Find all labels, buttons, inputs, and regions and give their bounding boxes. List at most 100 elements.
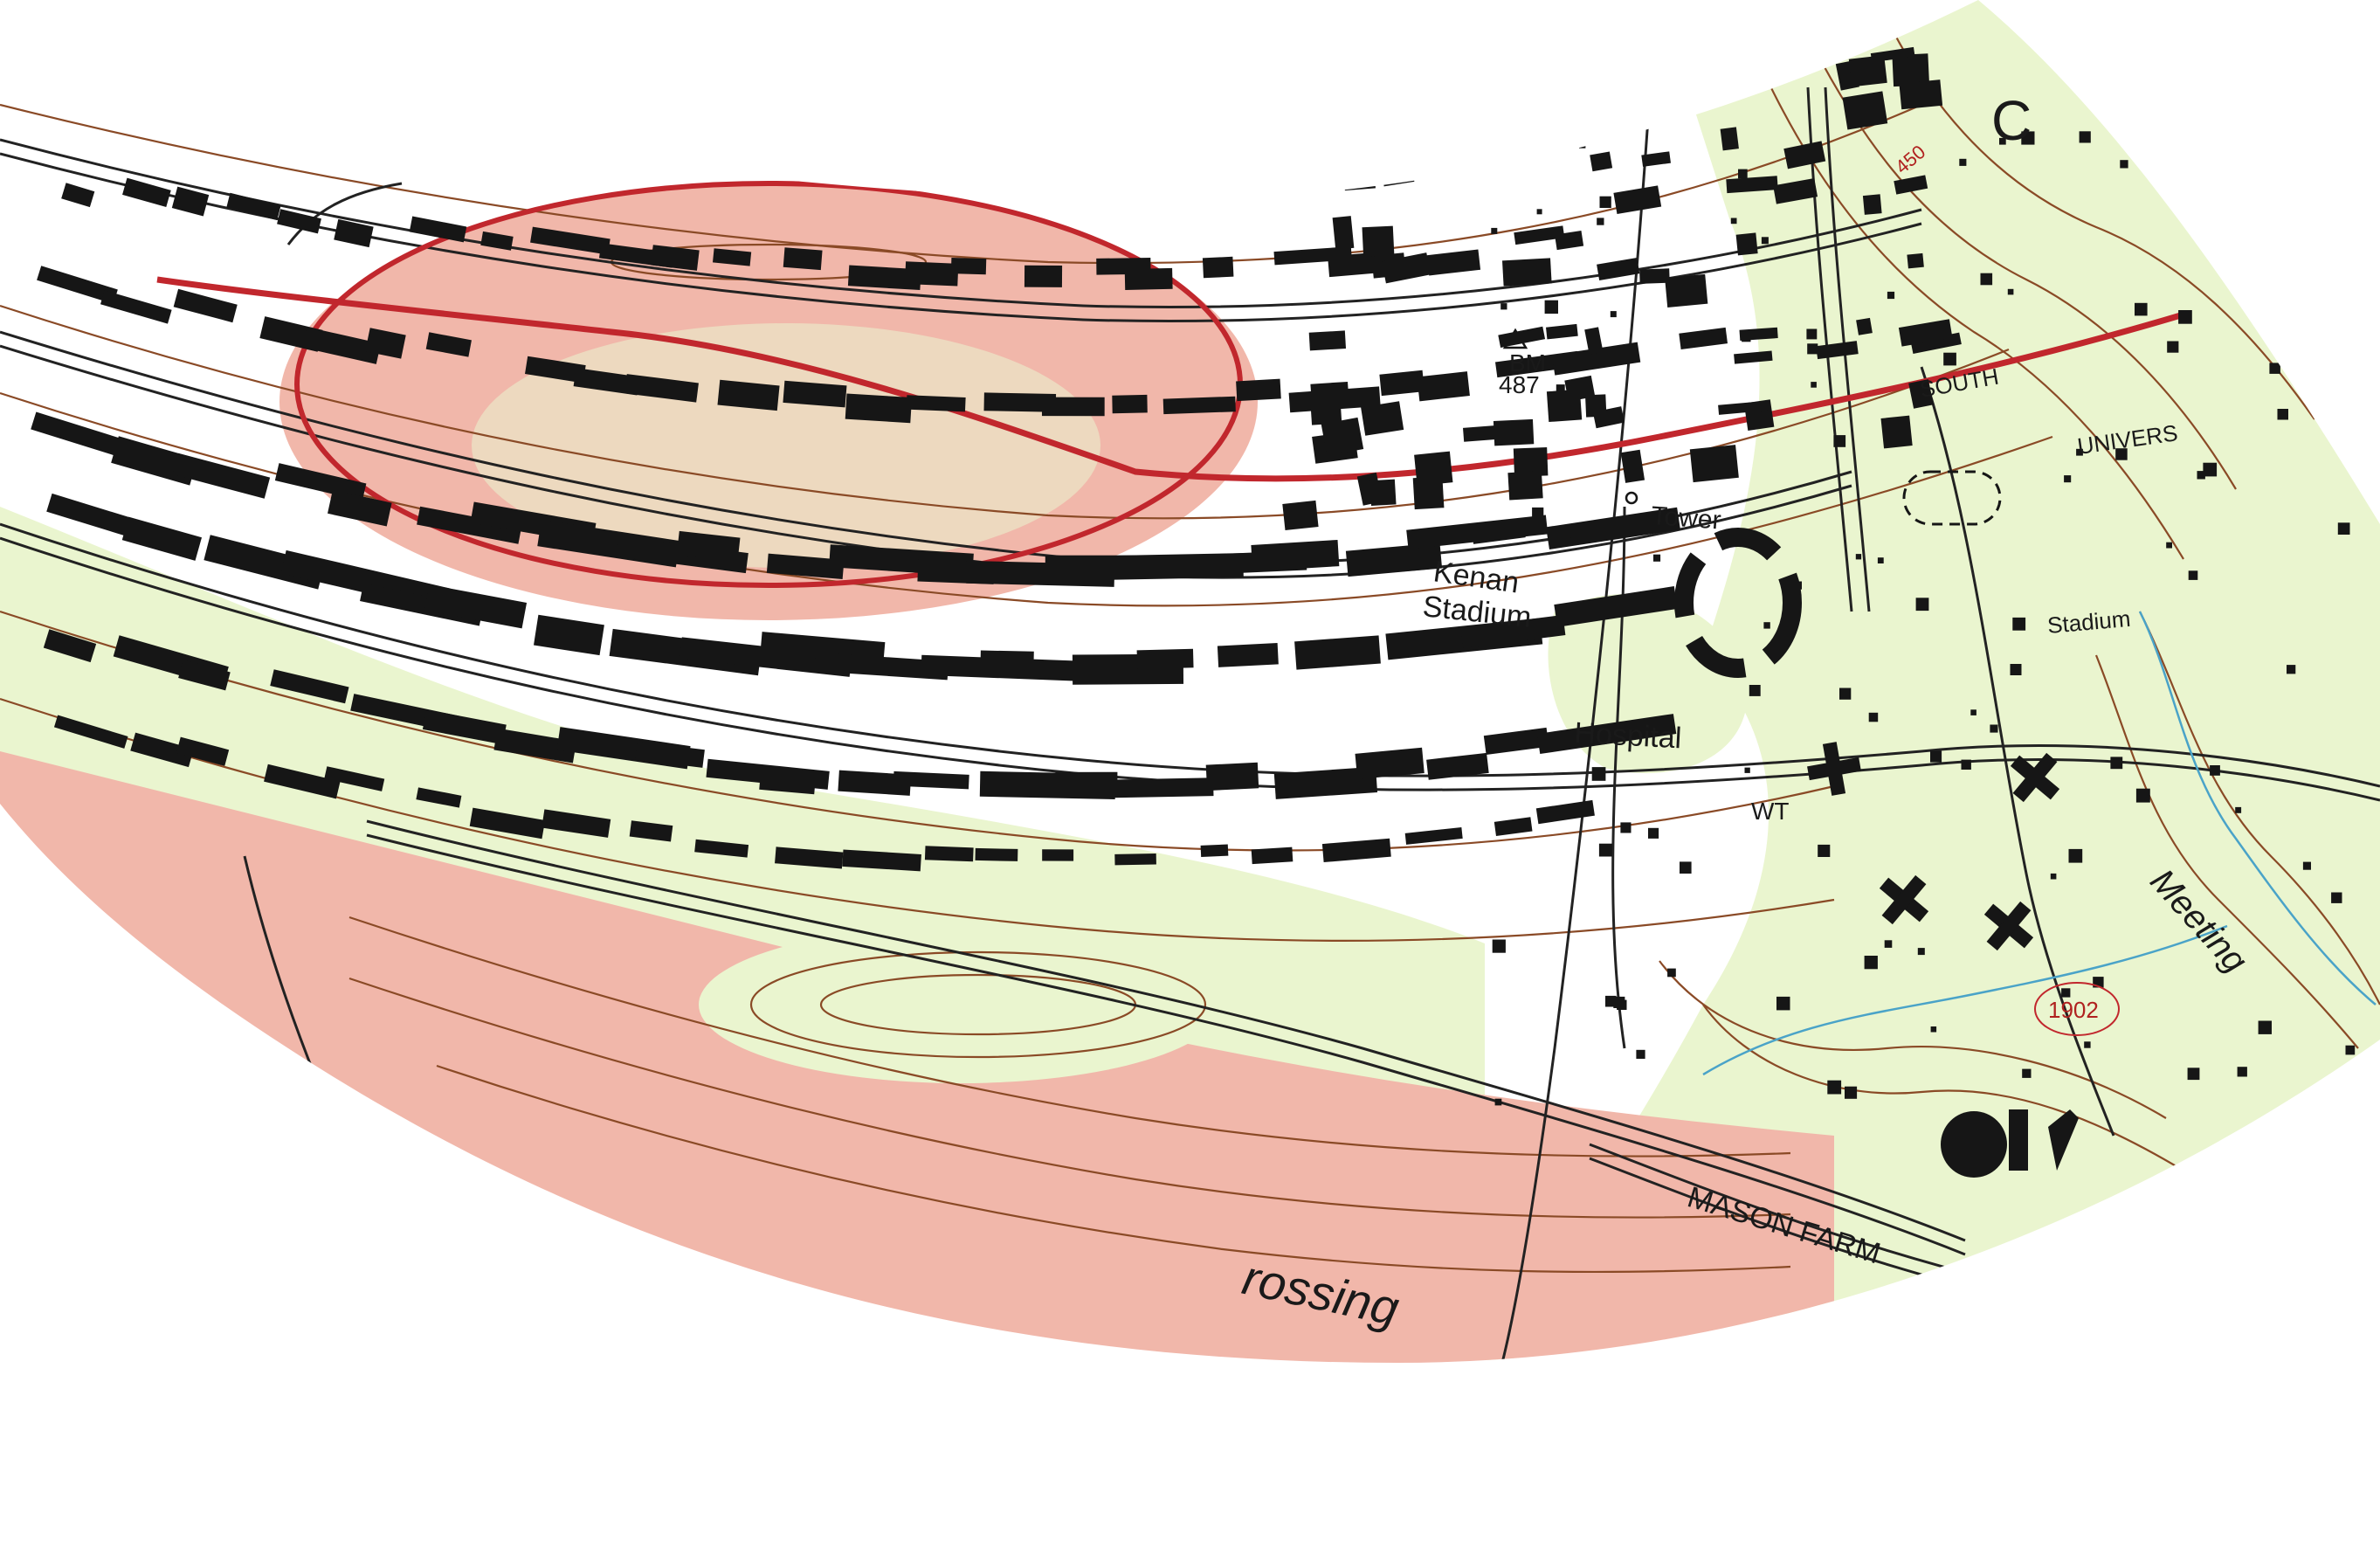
contour-line — [2094, 654, 2359, 1049]
building — [1868, 712, 1879, 722]
building — [1556, 384, 1565, 393]
road — [1920, 366, 2115, 1137]
tower-symbol — [1625, 491, 1638, 505]
building — [1816, 341, 1859, 360]
road — [0, 138, 1922, 309]
building — [712, 248, 752, 266]
building — [1887, 291, 1895, 300]
building — [1251, 847, 1293, 865]
building — [416, 787, 462, 808]
building — [2050, 873, 2057, 880]
building — [1494, 817, 1533, 837]
building — [651, 245, 700, 271]
building — [759, 766, 817, 795]
label-bm: BM — [1509, 349, 1546, 377]
building — [1124, 267, 1173, 290]
building — [1545, 323, 1578, 340]
building — [1417, 371, 1470, 402]
building — [1308, 330, 1347, 351]
building — [1735, 232, 1758, 256]
building — [1414, 451, 1453, 487]
building — [1462, 425, 1505, 442]
building — [1605, 995, 1617, 1007]
building — [1584, 327, 1604, 355]
building — [1498, 326, 1546, 349]
building — [1055, 771, 1118, 798]
building — [1535, 799, 1595, 825]
label-bm-elevation: 487 — [1499, 371, 1540, 398]
building — [1379, 370, 1425, 397]
building — [409, 216, 467, 243]
building — [1884, 940, 1893, 948]
building — [1959, 158, 1967, 166]
building — [1718, 400, 1768, 415]
building — [172, 453, 271, 499]
building — [1943, 352, 1956, 366]
building — [1864, 956, 1878, 970]
building — [1369, 479, 1397, 507]
building — [1636, 1049, 1645, 1059]
building — [1742, 332, 1751, 342]
building — [2322, 194, 2335, 207]
church-cross-icon — [1807, 742, 1861, 796]
church-cross-icon — [2010, 752, 2060, 803]
building — [365, 328, 406, 359]
building — [53, 715, 128, 749]
building — [1907, 252, 1924, 269]
building — [2166, 542, 2172, 549]
cross-bar — [2012, 752, 2058, 803]
contour-line — [2139, 611, 2380, 1005]
building — [906, 395, 966, 412]
building — [2188, 570, 2198, 580]
building — [1577, 613, 1584, 621]
building — [37, 266, 118, 304]
building — [270, 669, 349, 704]
building — [847, 265, 921, 291]
label-partial-c: C — [1991, 89, 2032, 152]
building — [1703, 86, 1714, 98]
building — [1845, 1086, 1858, 1099]
contour-line — [1659, 960, 2167, 1119]
building — [629, 820, 673, 842]
building — [2021, 131, 2035, 145]
building — [328, 489, 392, 527]
church-cross-icon — [1879, 874, 1929, 925]
building — [2244, 105, 2256, 117]
building — [893, 770, 969, 790]
building — [1321, 417, 1364, 456]
building — [1776, 996, 1790, 1011]
building — [324, 766, 385, 791]
building — [2012, 617, 2026, 631]
building — [2302, 861, 2311, 870]
building — [1162, 396, 1236, 415]
building — [2061, 988, 2071, 998]
building — [1620, 822, 1632, 833]
building — [1361, 401, 1404, 436]
building — [1251, 539, 1340, 572]
building — [1426, 249, 1481, 276]
building — [1494, 1098, 1502, 1106]
building — [1294, 635, 1381, 670]
building — [1492, 939, 1506, 953]
building — [422, 709, 507, 745]
water-tank-symbol — [1941, 1111, 2007, 1178]
building — [694, 839, 749, 858]
building — [1839, 688, 1852, 700]
building — [1500, 303, 1507, 310]
building — [2287, 278, 2298, 289]
building — [1592, 406, 1625, 429]
building — [1426, 752, 1489, 780]
building — [2210, 153, 2217, 159]
building — [1273, 766, 1378, 799]
building — [1282, 500, 1319, 531]
building — [2079, 131, 2091, 143]
building — [2110, 757, 2123, 770]
building — [717, 379, 780, 411]
building — [1999, 137, 2006, 145]
building — [1714, 80, 1721, 87]
building — [542, 809, 611, 838]
building — [1332, 216, 1355, 250]
building — [2145, 111, 2160, 126]
building — [1855, 554, 1862, 560]
building — [1598, 843, 1612, 857]
